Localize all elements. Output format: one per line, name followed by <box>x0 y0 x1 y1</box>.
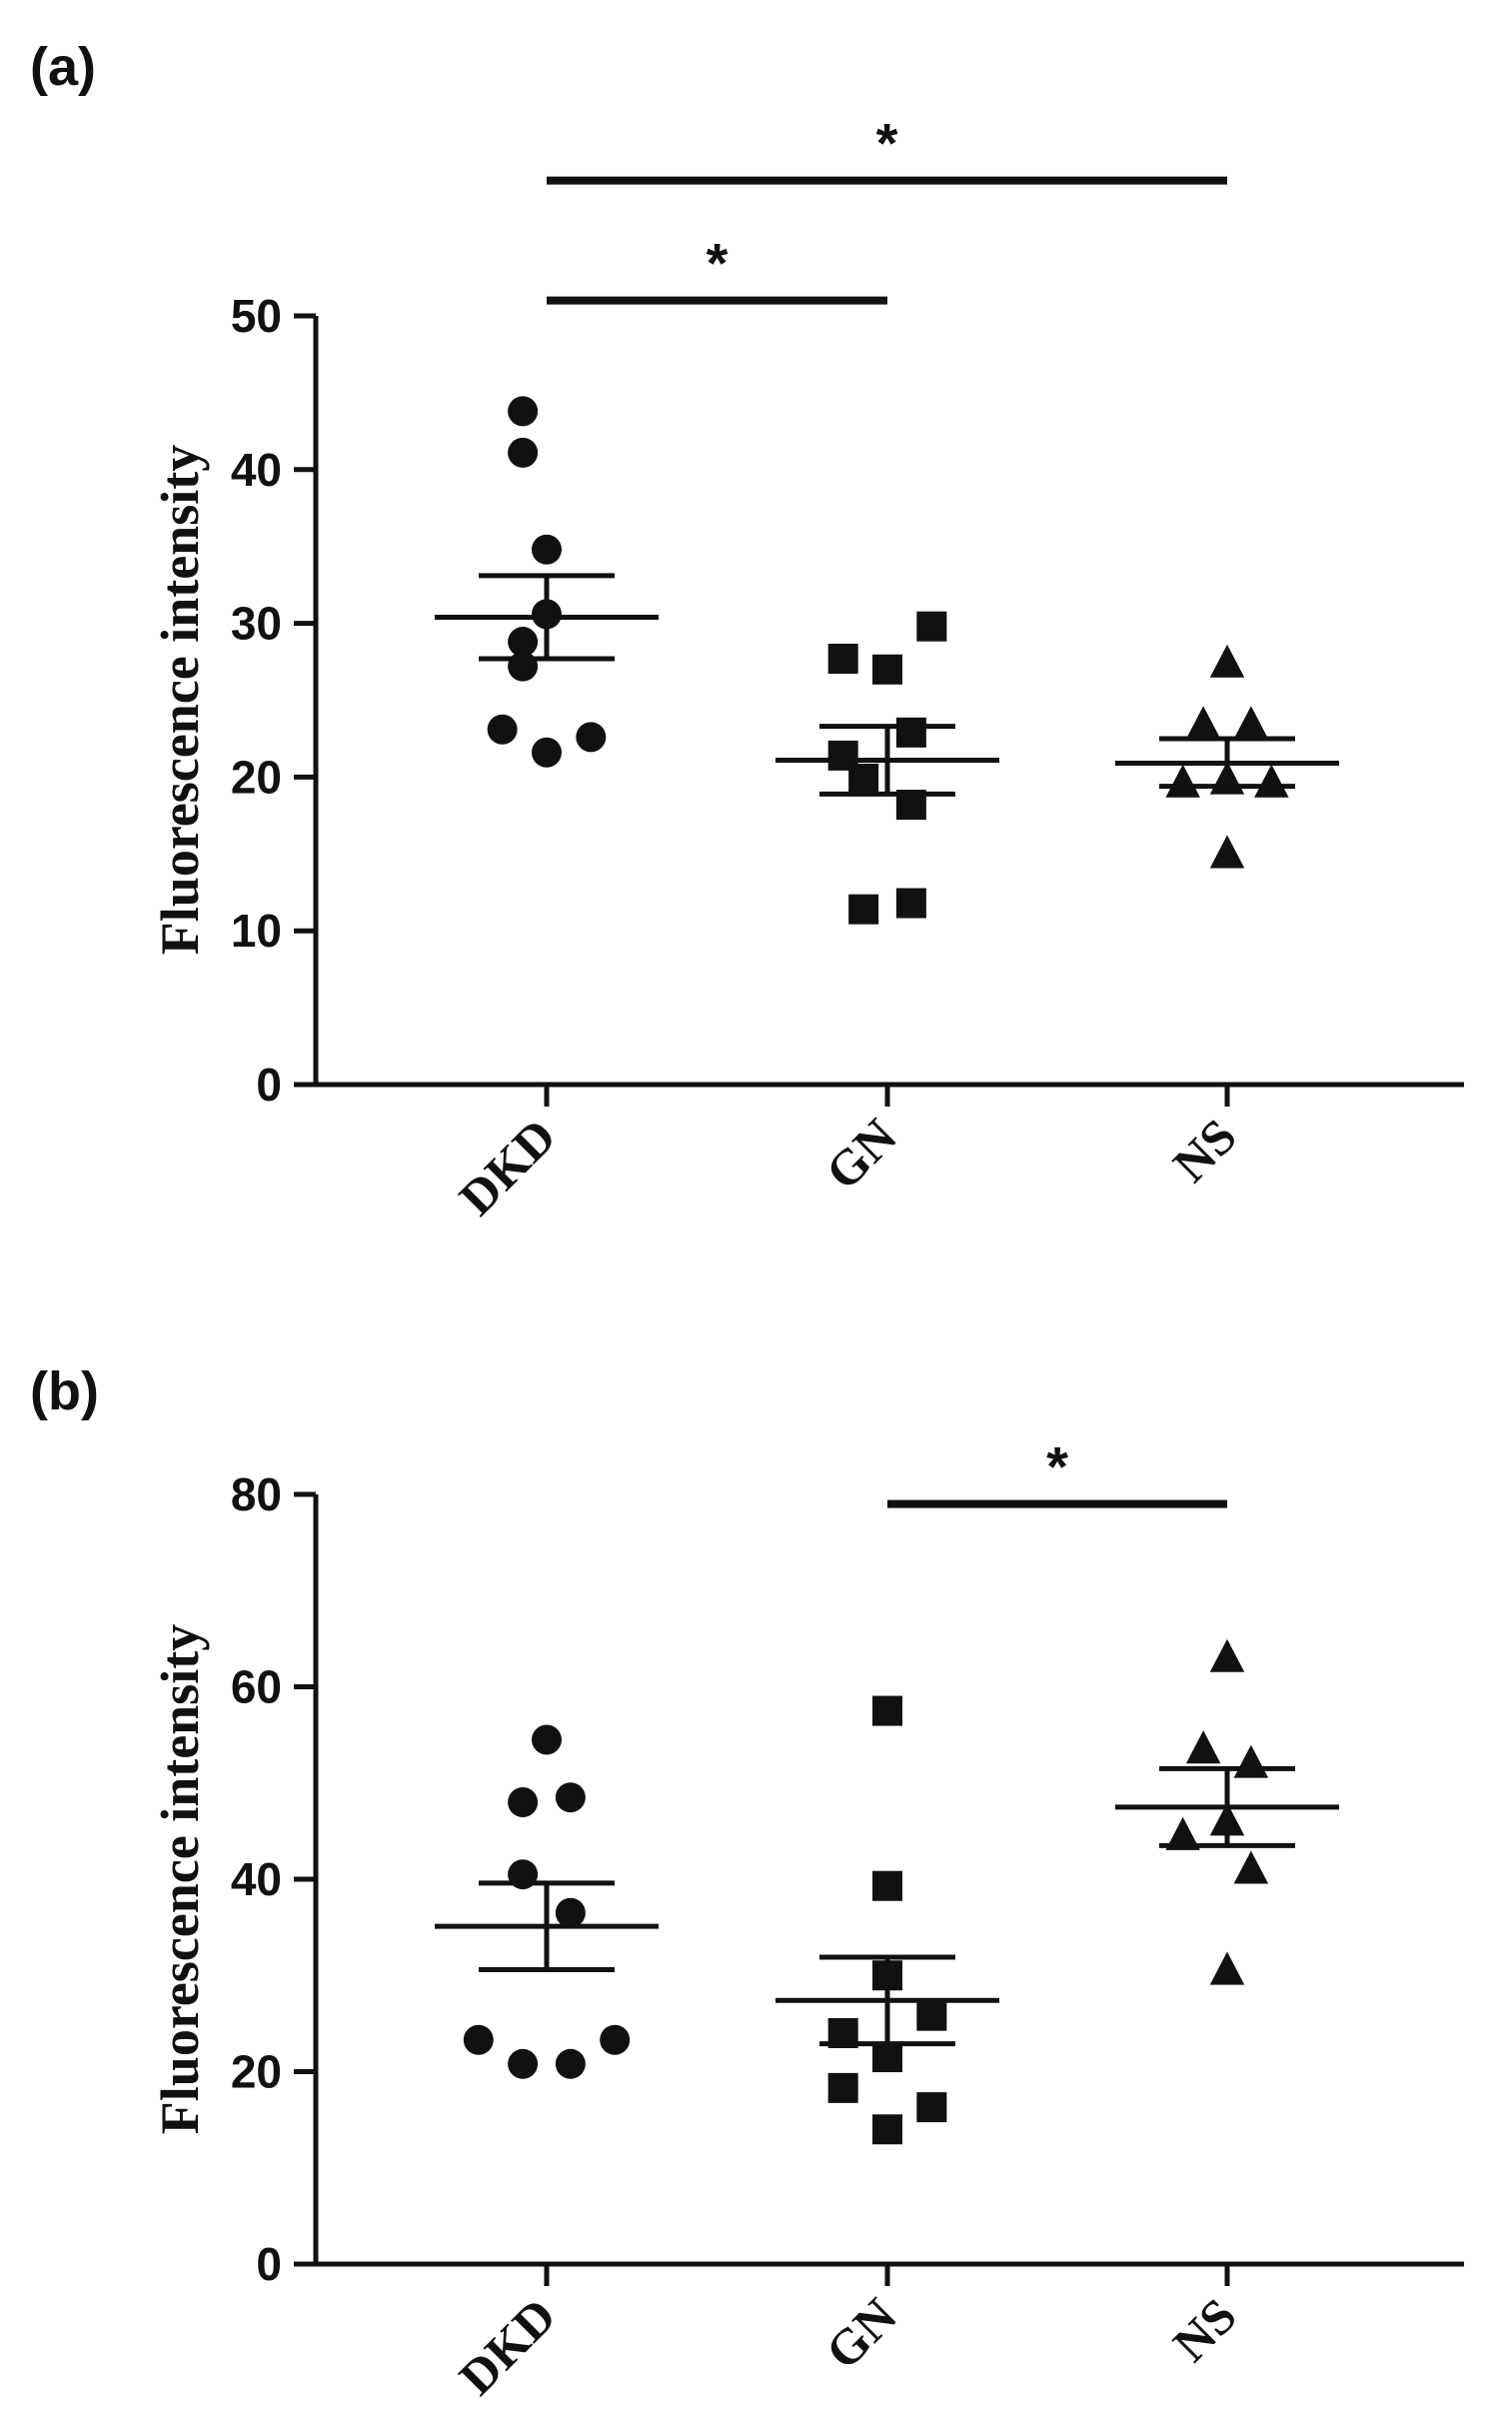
data-point-triangle <box>1209 644 1245 678</box>
data-point-circle <box>508 437 539 468</box>
chart-panel-a: (a) Fluorescence intensity 0 10 20 30 40 50 DKD G… <box>30 37 1464 1225</box>
data-point-triangle <box>1233 706 1269 740</box>
y-axis-label: Fluorescence intensity <box>150 445 210 955</box>
y-tick-label: 50 <box>231 290 282 342</box>
data-point-square <box>872 1870 902 1901</box>
data-point-circle <box>532 534 562 565</box>
y-tick-label: 40 <box>231 444 282 496</box>
y-tick-label: 10 <box>231 905 282 957</box>
data-point-square <box>848 763 879 794</box>
data-point-square <box>872 2114 902 2145</box>
data-point-triangle <box>1233 1850 1269 1884</box>
data-point-circle <box>508 1787 539 1817</box>
data-point-circle <box>508 627 539 658</box>
data-point-circle <box>576 722 607 753</box>
series-dkd <box>435 1724 659 2079</box>
data-point-square <box>848 894 879 925</box>
y-tick-label: 30 <box>231 598 282 650</box>
x-tick-label-dkd: DKD <box>449 2287 567 2405</box>
significance-label: * <box>876 112 898 175</box>
data-point-square <box>916 611 947 642</box>
data-point-triangle <box>1185 706 1221 740</box>
y-tick-label: 40 <box>231 1853 282 1905</box>
data-point-triangle <box>1209 1638 1245 1672</box>
data-point-square <box>916 2092 947 2123</box>
data-point-circle <box>555 1782 586 1813</box>
y-tick-label: 20 <box>231 2046 282 2098</box>
x-tick-label-gn: GN <box>814 2287 907 2380</box>
x-tick-label-dkd: DKD <box>449 1108 567 1225</box>
chart-panel-b: (b) Fluorescence intensity 0 20 40 60 80 DKD GN N… <box>30 1361 1464 2405</box>
data-point-circle <box>555 1897 586 1928</box>
data-point-circle <box>508 651 539 682</box>
data-point-circle <box>463 2024 494 2055</box>
data-point-circle <box>508 396 539 427</box>
data-point-square <box>916 2000 947 2031</box>
data-point-circle <box>508 2048 539 2079</box>
data-point-triangle <box>1185 1730 1221 1764</box>
data-point-triangle <box>1165 764 1200 798</box>
y-tick-label: 80 <box>231 1468 282 1520</box>
data-point-square <box>895 717 926 748</box>
data-point-square <box>827 643 858 674</box>
x-tick-label-ns: NS <box>1162 2287 1247 2372</box>
series-gn <box>775 1695 999 2145</box>
y-tick-label: 20 <box>231 751 282 803</box>
data-point-triangle <box>1209 835 1245 869</box>
x-tick-label-gn: GN <box>814 1108 907 1201</box>
data-point-square <box>872 654 902 685</box>
x-tick-label-ns: NS <box>1162 1108 1247 1193</box>
series-ns <box>1115 644 1339 869</box>
panel-label: (b) <box>30 1361 99 1421</box>
panel-label: (a) <box>30 37 96 97</box>
series-ns <box>1115 1638 1339 1985</box>
data-point-square <box>895 888 926 919</box>
series-gn <box>775 611 999 925</box>
y-tick-label: 0 <box>256 1059 282 1111</box>
significance-label: * <box>707 232 729 295</box>
y-axis-label: Fluorescence intensity <box>150 1624 210 2134</box>
data-point-circle <box>532 737 562 768</box>
data-point-circle <box>487 714 518 745</box>
data-point-square <box>827 2072 858 2103</box>
y-tick-label: 0 <box>256 2238 282 2290</box>
data-point-triangle <box>1165 1816 1200 1850</box>
data-point-square <box>872 1695 902 1726</box>
data-point-triangle <box>1209 1951 1245 1985</box>
data-point-triangle <box>1233 1744 1269 1778</box>
data-point-circle <box>555 2048 586 2079</box>
y-tick-label: 60 <box>231 1661 282 1713</box>
data-point-square <box>872 2042 902 2073</box>
series-dkd <box>435 396 659 768</box>
significance-label: * <box>1046 1435 1068 1498</box>
data-point-triangle <box>1254 764 1289 798</box>
data-point-circle <box>532 1724 562 1755</box>
data-point-circle <box>600 2024 631 2055</box>
